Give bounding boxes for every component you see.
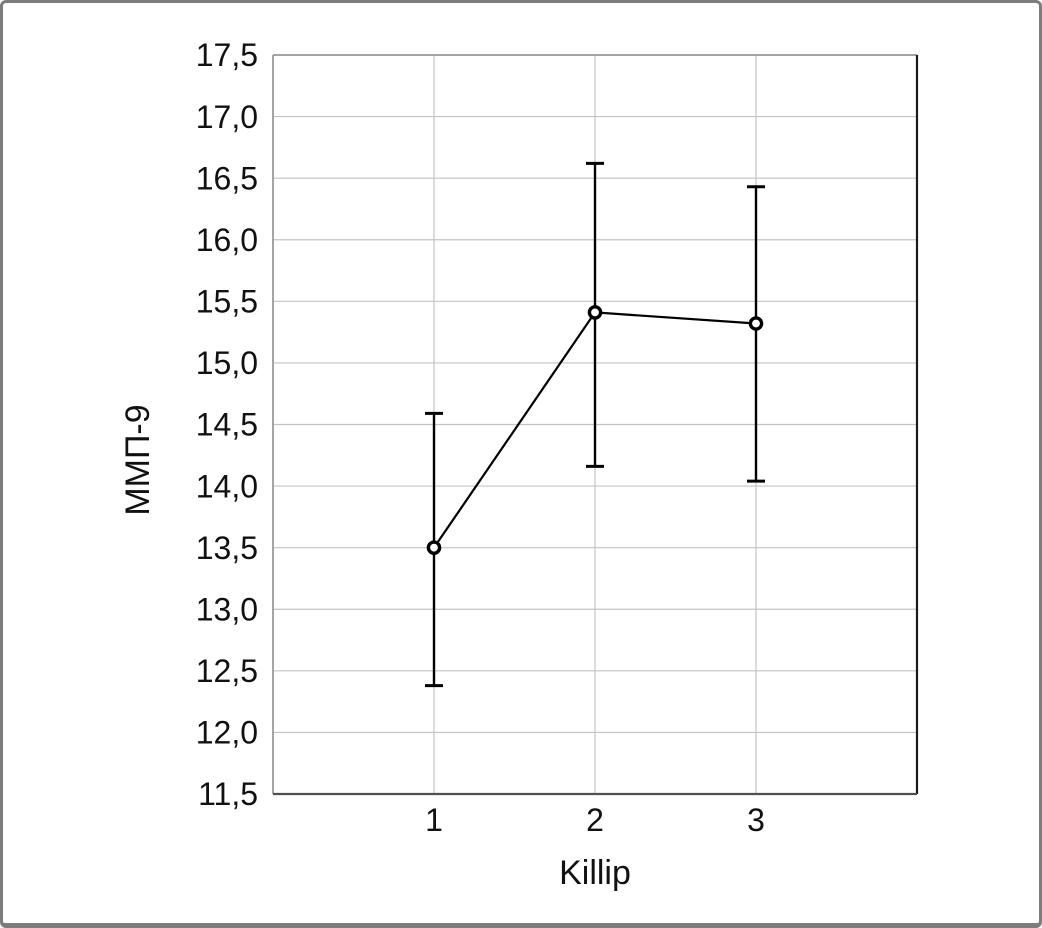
y-tick-label: 15,5: [196, 284, 258, 320]
y-tick-label: 12,5: [196, 653, 258, 689]
x-axis-title: Killip: [559, 854, 631, 892]
y-tick-label: 11,5: [198, 776, 258, 812]
y-tick-label: 12,0: [196, 715, 258, 751]
x-tick-label: 3: [747, 802, 765, 838]
y-tick-labels: 11,5 12,0 12,5 13,0 13,5 14,0 14,5 15,0 15,5 16,0…: [196, 37, 258, 812]
plot-border-layer: [272, 54, 919, 796]
x-tick-labels: 1 2 3: [425, 802, 765, 838]
y-tick-label: 14,5: [196, 407, 258, 443]
y-tick-label: 16,0: [196, 222, 258, 258]
data-point-marker: [748, 316, 764, 331]
y-tick-label: 13,5: [196, 530, 258, 566]
x-tick-label: 2: [586, 802, 604, 838]
y-tick-label: 17,0: [196, 99, 258, 135]
y-tick-label: 17,5: [196, 37, 258, 73]
series-layer: [425, 161, 765, 688]
x-tick-label: 1: [425, 802, 443, 838]
data-point-marker: [587, 305, 603, 320]
y-axis-title: ММП-9: [119, 404, 157, 515]
y-tick-label: 16,5: [196, 160, 258, 196]
y-tick-label: 13,0: [196, 591, 258, 627]
y-tick-label: 14,0: [196, 468, 258, 504]
y-tick-label: 15,0: [196, 345, 258, 381]
data-point-marker: [426, 540, 442, 555]
